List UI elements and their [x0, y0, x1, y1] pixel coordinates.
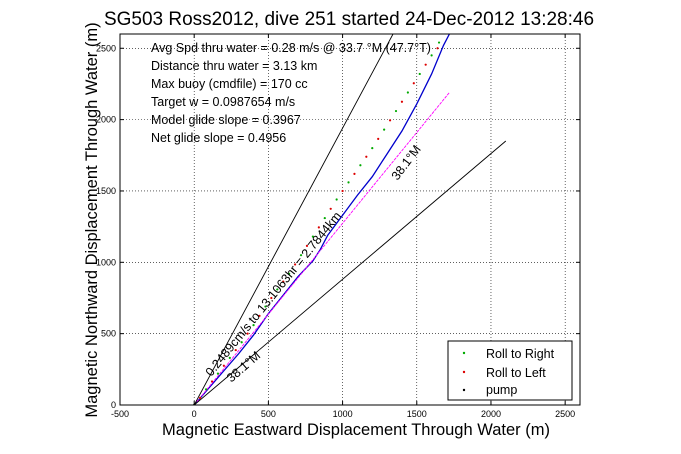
point-roll-to-right: [335, 198, 338, 201]
point-roll-to-right: [394, 109, 398, 113]
point-roll-to-right: [288, 272, 291, 275]
point-roll-to-right: [204, 388, 208, 391]
point-roll-to-left: [412, 82, 415, 85]
point-roll-to-right: [406, 91, 409, 94]
x-tick-label: 1500: [407, 409, 427, 419]
x-axis-label: Magnetic Eastward Displacement Through W…: [162, 421, 550, 439]
chart-annotation: 38.1°M: [389, 143, 424, 183]
y-tick-label: 2000: [96, 115, 116, 125]
point-roll-to-right: [347, 181, 350, 184]
stat-line: Model glide slope = 0.3967: [151, 113, 301, 127]
point-roll-to-left: [199, 396, 202, 399]
series-line-5: [193, 34, 394, 405]
series-line-3: [193, 34, 450, 405]
point-roll-to-right: [323, 216, 326, 220]
x-tick-label: 500: [261, 409, 276, 419]
point-roll-to-left: [377, 137, 380, 140]
point-roll-to-left: [353, 172, 356, 175]
chart-annotation: 0.2489cm/s to 13.1063hr = 2.7844km: [203, 209, 344, 379]
point-roll-to-right: [430, 54, 433, 57]
y-tick-label: 500: [101, 329, 116, 339]
point-roll-to-left: [293, 263, 297, 266]
point-roll-to-left: [365, 155, 368, 158]
point-roll-to-right: [216, 372, 220, 375]
x-tick-label: 0: [192, 409, 197, 419]
y-tick-label: 2500: [96, 43, 116, 53]
point-roll-to-left: [400, 100, 404, 103]
x-tick-label: -500: [111, 409, 129, 419]
y-tick-label: 1500: [96, 186, 116, 196]
legend-marker-pump: [462, 388, 466, 392]
stat-line: Target w = 0.0987654 m/s: [151, 95, 295, 109]
point-roll-to-right: [418, 72, 421, 76]
point-roll-to-right: [359, 164, 362, 167]
point-roll-to-left: [341, 189, 344, 193]
point-roll-to-left: [270, 296, 273, 300]
point-roll-to-right: [228, 356, 231, 360]
legend-label-pump: pump: [486, 383, 517, 397]
point-roll-to-right: [371, 147, 374, 150]
series-line-6: [193, 140, 507, 405]
x-tick-label: 1000: [333, 409, 353, 419]
point-roll-to-left: [222, 364, 225, 367]
point-roll-to-left: [258, 314, 261, 317]
point-roll-to-left: [329, 207, 332, 210]
point-roll-to-left: [317, 226, 320, 229]
chart-title: SG503 Ross2012, dive 251 started 24-Dec-…: [104, 9, 594, 30]
plot-data: [193, 34, 507, 405]
series-line-4: [193, 92, 450, 405]
stat-line: Avg Spd thru water = 0.28 m/s @ 33.7 °M …: [151, 41, 431, 55]
point-roll-to-left: [424, 63, 427, 66]
stat-line: Distance thru water = 3.13 km: [151, 59, 317, 73]
point-roll-to-right: [437, 41, 441, 44]
legend: Roll to Right Roll to Left pump: [447, 340, 573, 401]
point-roll-to-left: [246, 332, 249, 335]
x-tick-label: 2500: [555, 409, 575, 419]
point-roll-to-right: [299, 254, 303, 257]
point-roll-to-left: [234, 348, 237, 352]
stats-text-block: Avg Spd thru water = 0.28 m/s @ 33.7 °M …: [151, 41, 431, 145]
y-axis-label: Magnetic Northward Displacement Through …: [83, 22, 101, 417]
point-roll-to-right: [276, 288, 279, 291]
annotations: 0.2489cm/s to 13.1063hr = 2.7844km 38.1°M…: [203, 143, 424, 386]
axes-frame: [119, 33, 581, 406]
legend-box: [447, 340, 573, 401]
point-roll-to-right: [240, 341, 243, 344]
legend-label-roll-right: Roll to Right: [486, 347, 555, 361]
point-roll-to-left: [282, 280, 285, 283]
y-tick-label: 1000: [96, 257, 116, 267]
legend-label-roll-left: Roll to Left: [486, 366, 546, 380]
stat-line: Max buoy (cmdfile) = 170 cc: [151, 77, 308, 91]
point-roll-to-right: [311, 235, 315, 238]
point-roll-to-right: [252, 323, 255, 327]
point-roll-to-left: [305, 244, 309, 247]
point-roll-to-left: [436, 47, 439, 50]
legend-marker-roll-right: [462, 351, 466, 355]
x-tick-label: 2000: [481, 409, 501, 419]
legend-marker-roll-left: [462, 370, 466, 374]
point-roll-to-left: [388, 119, 392, 122]
point-roll-to-right: [264, 305, 267, 308]
y-tick-label: 0: [111, 400, 116, 410]
ticks: -500 0 500 1000 1500 2000 25000500100015002000…: [96, 34, 580, 419]
stat-line: Net glide slope = 0.4956: [151, 131, 286, 145]
point-roll-to-right: [383, 128, 386, 131]
point-roll-to-left: [210, 380, 214, 383]
